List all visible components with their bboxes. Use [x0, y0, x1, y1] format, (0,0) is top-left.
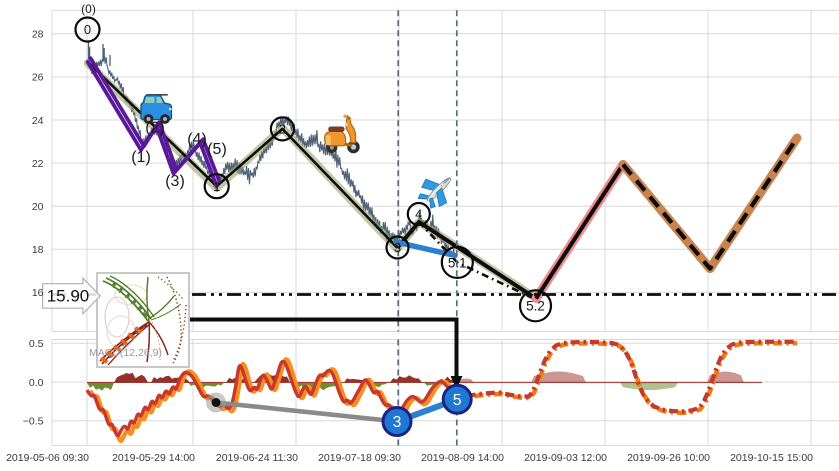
svg-text:15.90: 15.90 — [47, 287, 90, 306]
svg-text:28: 28 — [32, 29, 44, 41]
svg-text:2019-09-26 10:00: 2019-09-26 10:00 — [627, 452, 710, 464]
svg-text:0: 0 — [84, 22, 91, 37]
svg-text:0.0: 0.0 — [29, 377, 44, 389]
svg-text:(2): (2) — [145, 120, 165, 137]
svg-text:(4): (4) — [187, 131, 207, 148]
svg-text:18: 18 — [32, 244, 44, 256]
svg-text:−0.5: −0.5 — [23, 416, 44, 428]
svg-text:20: 20 — [32, 201, 44, 213]
svg-text:5.2: 5.2 — [526, 299, 545, 314]
svg-text:2019-07-18 09:30: 2019-07-18 09:30 — [318, 452, 401, 464]
svg-text:0.5: 0.5 — [29, 338, 44, 350]
svg-text:24: 24 — [32, 115, 44, 127]
svg-text:(0): (0) — [81, 2, 96, 16]
svg-text:4: 4 — [415, 207, 422, 222]
svg-text:2019-06-24 11:30: 2019-06-24 11:30 — [216, 452, 298, 464]
svg-text:2019-08-09 14:00: 2019-08-09 14:00 — [421, 452, 504, 464]
svg-text:2019-05-06 09:30: 2019-05-06 09:30 — [6, 452, 89, 464]
svg-text:2019-10-15 15:00: 2019-10-15 15:00 — [730, 452, 813, 464]
svg-text:2: 2 — [279, 122, 286, 137]
svg-text:5.1: 5.1 — [448, 255, 467, 270]
svg-text:MACD(12,26,9): MACD(12,26,9) — [89, 347, 162, 359]
svg-text:1: 1 — [213, 179, 220, 194]
svg-text:(3): (3) — [165, 173, 185, 190]
svg-text:3: 3 — [393, 414, 402, 431]
svg-text:16: 16 — [32, 287, 44, 299]
svg-text:(1): (1) — [131, 149, 151, 166]
svg-text:22: 22 — [32, 158, 44, 170]
svg-text:3: 3 — [394, 240, 401, 255]
svg-text:5: 5 — [453, 392, 462, 409]
svg-text:2019-05-29 14:00: 2019-05-29 14:00 — [112, 452, 195, 464]
svg-text:2019-09-03 12:00: 2019-09-03 12:00 — [524, 452, 607, 464]
svg-text:26: 26 — [32, 72, 44, 84]
svg-text:(5): (5) — [207, 141, 227, 158]
